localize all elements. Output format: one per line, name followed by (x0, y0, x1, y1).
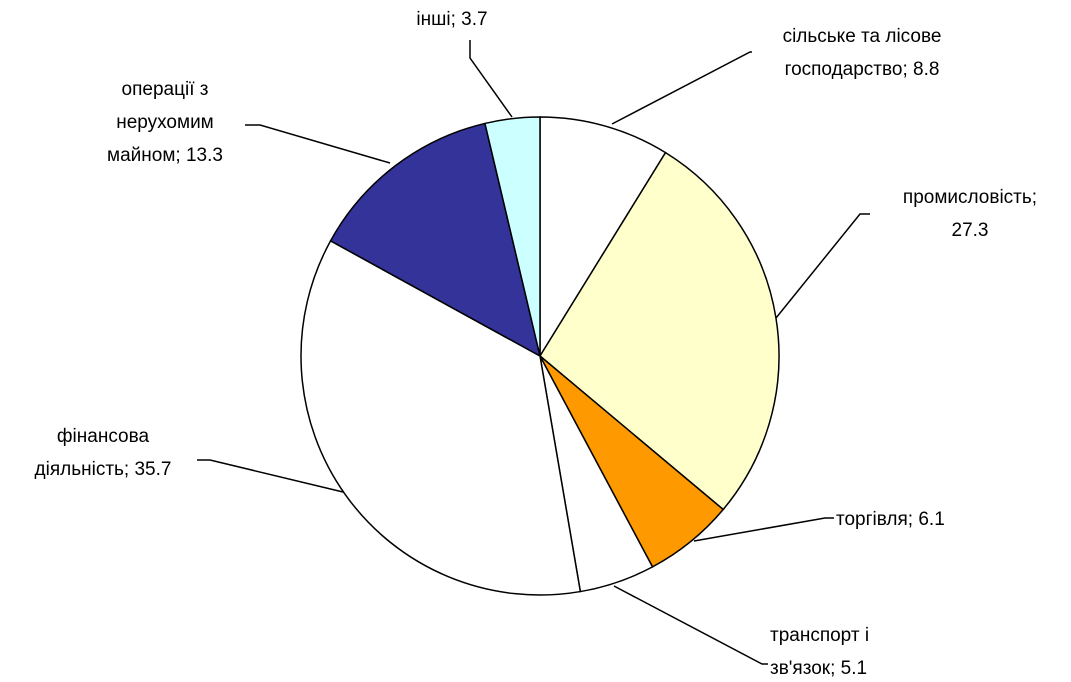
pie-slice (329, 122, 542, 358)
slice-label: операції з (122, 79, 209, 100)
slice-label: транспорт і (770, 625, 869, 646)
leader-line (197, 459, 344, 493)
slice-label: діяльність; 35.7 (35, 459, 172, 480)
pie-slice (300, 239, 582, 596)
leader-line (693, 517, 834, 542)
slice-label: нерухомим (116, 112, 214, 133)
leader-line (245, 124, 391, 164)
leader-line (613, 585, 768, 665)
leader-line (611, 51, 752, 125)
slice-label: торгівля; 6.1 (836, 509, 945, 530)
slice-label: сільське та лісове (783, 26, 942, 47)
leader-line (469, 40, 513, 118)
slice-label: фінансова (57, 426, 150, 447)
pie-slice (484, 116, 541, 357)
pie-slice (539, 116, 667, 359)
slice-label: майном; 13.3 (107, 145, 223, 166)
slice-label: господарство; 8.8 (785, 59, 940, 80)
slice-label: зв'язок; 5.1 (770, 658, 867, 679)
slice-label: 27.3 (952, 220, 989, 241)
leader-line (775, 213, 870, 319)
slice-label: промисловість; (903, 187, 1037, 208)
slice-label: інші; 3.7 (416, 9, 487, 30)
